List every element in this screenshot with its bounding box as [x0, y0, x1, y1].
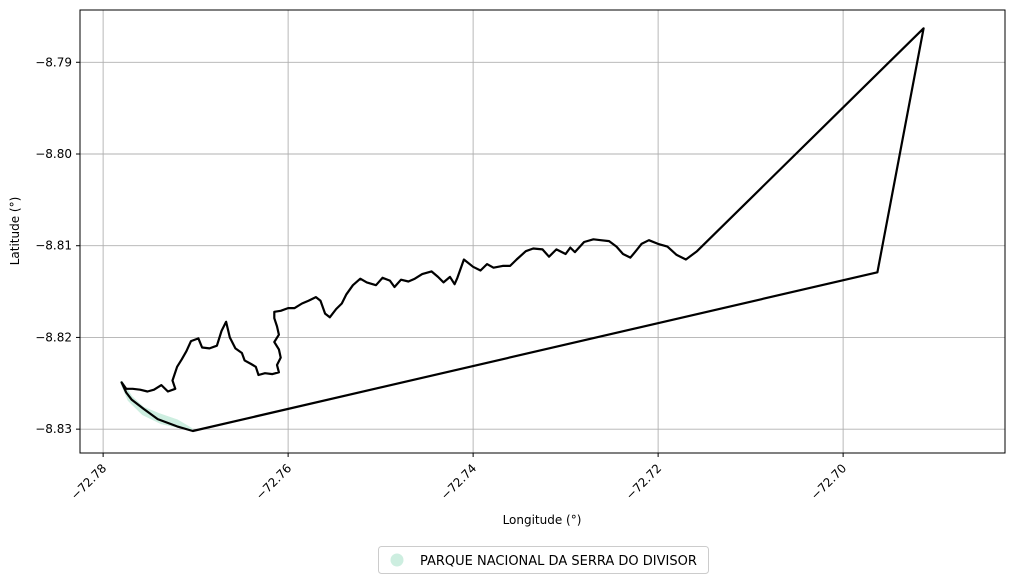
legend-box [378, 546, 709, 574]
legend-label: PARQUE NACIONAL DA SERRA DO DIVISOR [420, 554, 697, 569]
y-tick-label: −8.81 [35, 239, 72, 253]
y-axis-ticks: −8.79 −8.80 −8.81 −8.82 −8.83 [35, 55, 80, 436]
legend: PARQUE NACIONAL DA SERRA DO DIVISOR [378, 546, 709, 574]
y-axis-label: Latitude (°) [8, 197, 22, 266]
x-axis-label: Longitude (°) [503, 513, 582, 527]
y-tick-label: −8.79 [35, 55, 72, 69]
y-tick-label: −8.83 [35, 422, 72, 436]
y-tick-label: −8.80 [35, 147, 72, 161]
plot-frame [79, 9, 1006, 454]
legend-marker [390, 553, 404, 567]
grid [80, 10, 1005, 453]
park-boundary-line [120, 27, 925, 433]
y-tick-label: −8.82 [35, 330, 72, 344]
series-layer [120, 27, 925, 433]
